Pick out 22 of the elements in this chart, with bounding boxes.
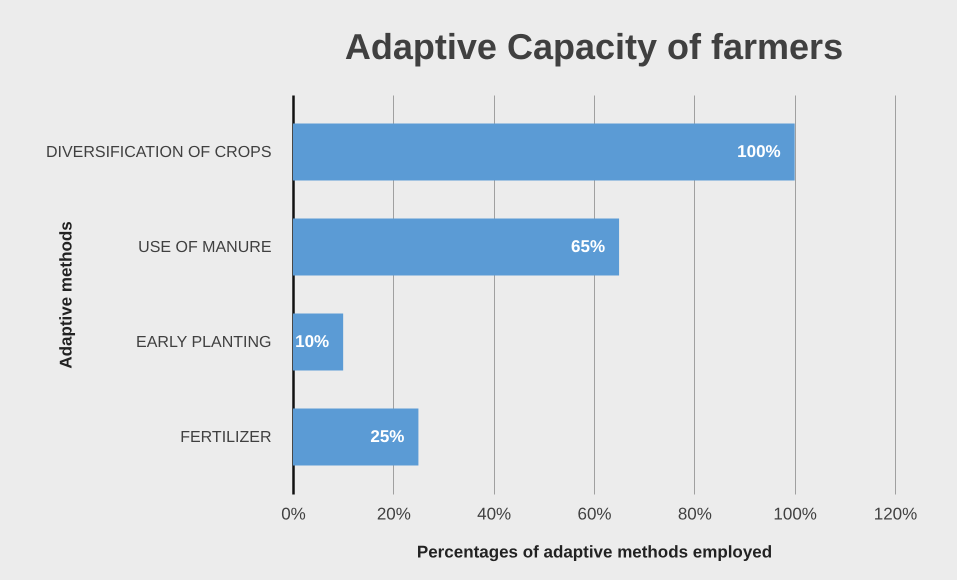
bar [293,408,418,466]
y-axis-title: Adaptive methods [56,221,76,369]
chart-title: Adaptive Capacity of farmers [344,26,844,67]
x-tick-label: 80% [678,504,712,524]
x-axis-title: Percentages of adaptive methods employed [416,542,772,562]
x-tick-label: 20% [376,504,411,524]
data-label: 65% [571,237,606,256]
x-tick-label: 120% [874,504,918,524]
x-tick-label: 100% [773,504,817,524]
data-label: 25% [370,427,404,446]
y-tick-label: EARLY PLANTING [136,334,272,351]
bar [293,124,795,180]
x-tick-label: 0% [281,504,306,524]
x-tick-label: 60% [577,504,612,524]
data-label: 10% [295,332,330,351]
bar [293,218,620,276]
data-label: 100% [737,142,781,161]
bar [293,314,344,370]
x-tick-label: 40% [477,504,512,524]
y-tick-label: USE OF MANURE [138,239,272,256]
y-tick-label: DIVERSIFICATION OF CROPS [46,144,272,161]
y-tick-label: FERTILIZER [180,429,272,446]
